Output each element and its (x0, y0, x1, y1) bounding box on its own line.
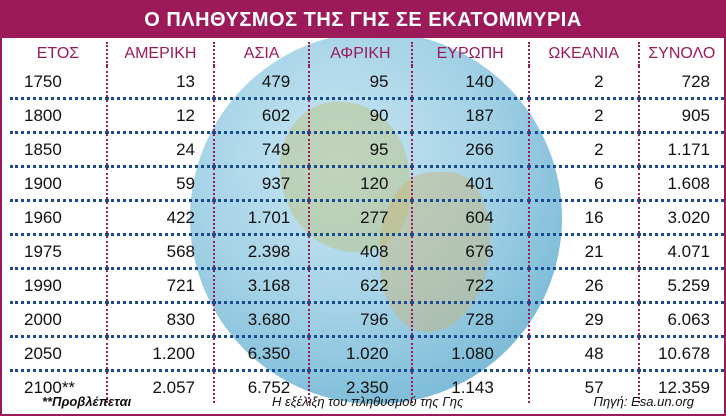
year-cell: 1750 (10, 66, 108, 99)
table-row: 2050 1.200 6.350 1.020 1.080 48 10.678 (10, 336, 724, 371)
value-cell: 1.143 (411, 370, 530, 403)
column-header: ΕΤΟΣ (10, 42, 108, 66)
value-cell: 95 (309, 66, 413, 99)
value-cell: 728 (411, 302, 530, 337)
value-cell: 29 (528, 302, 640, 337)
column-header: ΑΣΙΑ (214, 42, 311, 66)
year-cell: 2100** (10, 370, 108, 403)
column-header: ΩΚΕΑΝΙΑ (528, 42, 640, 66)
value-cell: 1.171 (667, 139, 710, 159)
value-cell: 2 (528, 132, 640, 167)
year-cell: 1900 (10, 166, 108, 201)
value-cell: 676 (411, 234, 530, 269)
value-cell: 2.057 (106, 370, 216, 403)
population-table: ΕΤΟΣ ΑΜΕΡΙΚΗ ΑΣΙΑ ΑΦΡΙΚΗ ΕΥΡΩΠΗ ΩΚΕΑΝΙΑ ΣΥΝΟΛΟ… (10, 42, 724, 403)
value-cell: 721 (106, 268, 216, 303)
column-header: ΕΥΡΩΠΗ (411, 42, 530, 66)
value-cell: 187 (411, 98, 530, 133)
value-cell: 3.020 (667, 207, 710, 227)
value-cell: 90 (309, 98, 413, 133)
value-cell: 12.359 (658, 377, 710, 397)
value-cell: 6 (528, 166, 640, 201)
year-cell: 2000 (10, 302, 108, 337)
value-cell: 16 (528, 200, 640, 235)
year-cell: 1960 (10, 200, 108, 235)
year-cell: 2050 (10, 336, 108, 371)
value-cell: 830 (106, 302, 216, 337)
value-cell: 59 (106, 166, 216, 201)
table-row: 2100** 2.057 6.752 2.350 1.143 57 12.359 (10, 370, 724, 403)
table-row: 1850 24 749 95 266 2 1.171 (10, 132, 724, 167)
table-header-row: ΕΤΟΣ ΑΜΕΡΙΚΗ ΑΣΙΑ ΑΦΡΙΚΗ ΕΥΡΩΠΗ ΩΚΕΑΝΙΑ ΣΥΝΟΛΟ (10, 42, 724, 66)
value-cell: 401 (411, 166, 530, 201)
table-row: 1900 59 937 120 401 6 1.608 (10, 166, 724, 201)
column-header: ΣΥΝΟΛΟ (648, 45, 716, 62)
footnote: **Προβλέπεται (42, 394, 132, 409)
year-cell: 1990 (10, 268, 108, 303)
chart-title: Ο ΠΛΗΘΥΣΜΟΣ ΤΗΣ ΓΗΣ ΣΕ ΕΚΑΤΟΜΜΥΡΙΑ (2, 2, 724, 38)
value-cell: 1.020 (309, 336, 413, 371)
value-cell: 24 (106, 132, 216, 167)
value-cell: 604 (411, 200, 530, 235)
value-cell: 26 (528, 268, 640, 303)
value-cell: 905 (681, 105, 710, 125)
year-cell: 1850 (10, 132, 108, 167)
value-cell: 1.608 (667, 173, 710, 193)
table-row: 2000 830 3.680 796 728 29 6.063 (10, 302, 724, 337)
table-row: 1800 12 602 90 187 2 905 (10, 98, 724, 133)
value-cell: 57 (528, 370, 640, 403)
source-note: Πηγή: Esa.un.org (593, 394, 694, 409)
value-cell: 749 (214, 132, 311, 167)
value-cell: 140 (411, 66, 530, 99)
table-row: 1975 568 2.398 408 676 21 4.071 (10, 234, 724, 269)
value-cell: 2.398 (214, 234, 311, 269)
value-cell: 622 (309, 268, 413, 303)
value-cell: 479 (214, 66, 311, 99)
value-cell: 10.678 (658, 343, 710, 363)
value-cell: 3.168 (214, 268, 311, 303)
value-cell: 2.350 (309, 370, 413, 403)
value-cell: 277 (309, 200, 413, 235)
value-cell: 728 (681, 71, 710, 91)
value-cell: 4.071 (667, 241, 710, 261)
value-cell: 12 (106, 98, 216, 133)
table-row: 1960 422 1.701 277 604 16 3.020 (10, 200, 724, 235)
value-cell: 120 (309, 166, 413, 201)
table-body: 1750 13 479 95 140 2 728 1800 12 602 90 187 2 905 1850… (10, 66, 724, 403)
value-cell: 1.080 (411, 336, 530, 371)
value-cell: 2 (528, 98, 640, 133)
value-cell: 21 (528, 234, 640, 269)
value-cell: 6.752 (214, 370, 311, 403)
value-cell: 937 (214, 166, 311, 201)
value-cell: 796 (309, 302, 413, 337)
year-cell: 1975 (10, 234, 108, 269)
value-cell: 722 (411, 268, 530, 303)
value-cell: 1.701 (214, 200, 311, 235)
value-cell: 2 (528, 66, 640, 99)
value-cell: 13 (106, 66, 216, 99)
column-header: ΑΦΡΙΚΗ (309, 42, 413, 66)
table-row: 1990 721 3.168 622 722 26 5.259 (10, 268, 724, 303)
column-header: ΑΜΕΡΙΚΗ (106, 42, 216, 66)
year-cell: 1800 (10, 98, 108, 133)
value-cell: 1.200 (106, 336, 216, 371)
value-cell: 266 (411, 132, 530, 167)
value-cell: 95 (309, 132, 413, 167)
value-cell: 3.680 (214, 302, 311, 337)
value-cell: 6.350 (214, 336, 311, 371)
value-cell: 602 (214, 98, 311, 133)
value-cell: 422 (106, 200, 216, 235)
value-cell: 568 (106, 234, 216, 269)
value-cell: 5.259 (667, 275, 710, 295)
table-row: 1750 13 479 95 140 2 728 (10, 66, 724, 99)
value-cell: 6.063 (667, 309, 710, 329)
value-cell: 408 (309, 234, 413, 269)
value-cell: 48 (528, 336, 640, 371)
caption: Η εξέλιξη του πληθυσμού της Γης (272, 394, 464, 409)
